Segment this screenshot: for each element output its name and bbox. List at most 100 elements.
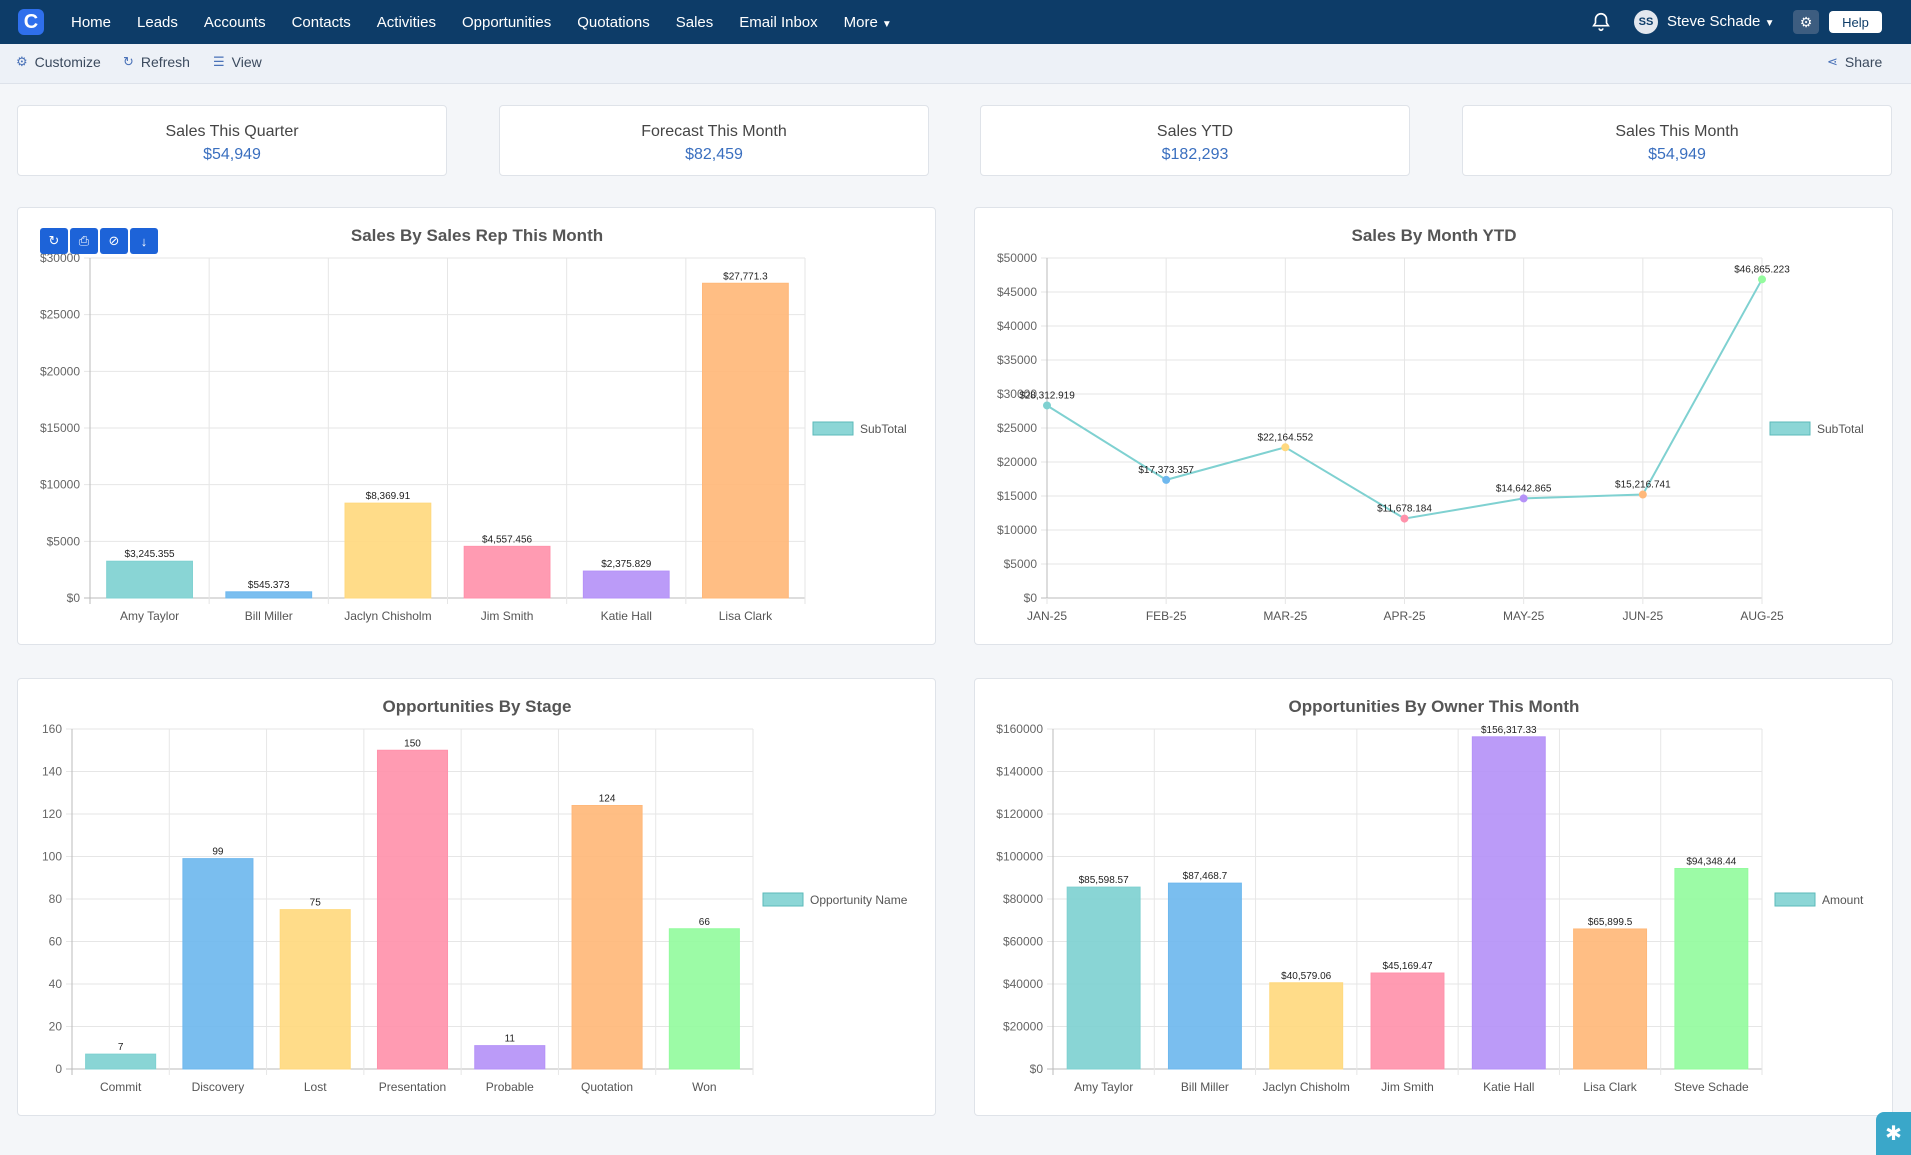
opportunities-by-owner-chart: Opportunities By Owner This Month $0 $2000… [996, 697, 1864, 1094]
nav-email-inbox[interactable]: Email Inbox [739, 13, 818, 31]
chart-print-button[interactable]: ⎙ [70, 228, 98, 254]
chart-download-button[interactable]: ↓ [130, 228, 158, 254]
y-tick-label: $10000 [997, 523, 1037, 537]
chart-hide-button[interactable]: ⊘ [100, 228, 128, 254]
x-tick-label: Amy Taylor [1074, 1080, 1133, 1094]
x-tick-label: Katie Hall [601, 609, 652, 623]
nav-sales[interactable]: Sales [675, 13, 714, 31]
data-point [1638, 490, 1647, 499]
x-tick-label: Lost [304, 1080, 327, 1094]
data-label: $17,373.357 [1138, 465, 1194, 476]
kpi-card-sales-this-month: Sales This Month $54,949 [1462, 105, 1892, 176]
refresh-button[interactable]: ↻ Refresh [123, 54, 190, 70]
data-label: 7 [118, 1042, 124, 1053]
y-tick-label: $30000 [40, 251, 80, 265]
view-button[interactable]: ☰ View [213, 54, 262, 70]
nav-contacts[interactable]: Contacts [291, 13, 351, 31]
help-button[interactable]: Help [1829, 11, 1882, 33]
nav-more-label: More [843, 13, 878, 31]
bar [376, 749, 449, 1070]
chat-widget-button[interactable]: ✱ [1876, 1112, 1911, 1155]
kpi-label: Sales This Quarter [165, 123, 299, 140]
settings-button[interactable]: ⚙ [1793, 10, 1819, 34]
chart-title: Opportunities By Owner This Month [1289, 697, 1580, 716]
bar [106, 560, 193, 599]
legend-label: SubTotal [1817, 422, 1864, 436]
sales-by-month-chart: Sales By Month YTD $0 $5000 $10000 $15000 $20… [997, 226, 1864, 623]
bar [1167, 882, 1242, 1070]
bar [1674, 868, 1749, 1070]
bar [702, 282, 789, 599]
nav-opportunities[interactable]: Opportunities [461, 13, 552, 31]
y-tick-label: 60 [49, 935, 63, 949]
kpi-card-sales-ytd: Sales YTD $182,293 [980, 105, 1410, 176]
y-tick-label: 100 [42, 850, 62, 864]
user-menu[interactable]: Steve Schade ▼ [1667, 13, 1774, 30]
x-tick-label: Amy Taylor [120, 609, 179, 623]
data-point [1162, 475, 1171, 484]
gear-icon: ⚙ [1799, 13, 1813, 30]
x-tick-label: Jim Smith [1381, 1080, 1434, 1094]
kpi-value: $82,459 [685, 146, 743, 163]
share-label: Share [1844, 54, 1883, 70]
x-tick-label: Bill Miller [1181, 1080, 1229, 1094]
chat-icon: ✱ [1885, 1123, 1902, 1145]
bar [1471, 736, 1546, 1070]
app-logo[interactable]: C [18, 9, 44, 35]
x-tick-label: Jaclyn Chisholm [344, 609, 431, 623]
bar [279, 909, 351, 1070]
y-tick-label: $40000 [1003, 977, 1043, 991]
share-button[interactable]: ⋖ Share [1827, 54, 1882, 70]
avatar[interactable]: SS [1634, 10, 1658, 34]
legend-label: Amount [1822, 893, 1864, 907]
chart-title: Sales By Sales Rep This Month [351, 226, 603, 245]
data-label: $27,771.3 [723, 271, 768, 282]
chart-refresh-button[interactable]: ↻ [40, 228, 68, 254]
bar [571, 805, 643, 1070]
chart-title: Opportunities By Stage [383, 697, 572, 716]
data-label: $156,317.33 [1481, 725, 1537, 736]
nav-leads[interactable]: Leads [137, 13, 178, 31]
customize-button[interactable]: ⚙ Customize [16, 54, 101, 70]
top-navbar: C Home Leads Accounts Contacts Activitie… [0, 0, 1911, 44]
legend-swatch [1769, 421, 1811, 436]
y-tick-label: $35000 [997, 353, 1037, 367]
chart-panel-sales-by-month: Sales By Month YTD $0 $5000 $10000 $15000 $20… [974, 207, 1893, 645]
x-tick-label: Won [692, 1080, 716, 1094]
refresh-label: Refresh [140, 54, 190, 70]
x-tick-label: Lisa Clark [719, 609, 773, 623]
chevron-down-icon: ▼ [881, 18, 892, 30]
data-label: $3,245.355 [125, 549, 175, 560]
chart-panel-opportunities-by-stage: Opportunities By Stage 0 20 40 60 80 100 120 140… [17, 678, 936, 1116]
bell-icon[interactable] [1590, 11, 1612, 33]
print-icon: ⎙ [78, 233, 90, 248]
bar [668, 928, 740, 1070]
refresh-icon: ↻ [123, 54, 134, 69]
bar [1573, 928, 1648, 1070]
y-tick-label: $140000 [996, 765, 1043, 779]
data-label: 150 [404, 738, 421, 749]
nav-quotations[interactable]: Quotations [577, 13, 650, 31]
y-tick-label: 40 [49, 977, 63, 991]
y-tick-label: $15000 [997, 489, 1037, 503]
data-label: $2,375.829 [601, 559, 651, 570]
download-icon: ↓ [140, 233, 148, 249]
x-tick-label: MAY-25 [1503, 609, 1545, 623]
data-label: 75 [310, 898, 322, 909]
data-label: $28,312.919 [1019, 390, 1075, 401]
opportunities-by-stage-chart: Opportunities By Stage 0 20 40 60 80 100 120 140… [42, 697, 908, 1094]
nav-home[interactable]: Home [71, 13, 112, 31]
data-point [1519, 494, 1528, 503]
data-label: $14,642.865 [1496, 483, 1552, 494]
y-tick-label: $40000 [997, 319, 1037, 333]
data-label: $11,678.184 [1377, 504, 1432, 515]
nav-activities[interactable]: Activities [376, 13, 436, 31]
data-label: 124 [599, 794, 616, 805]
kpi-label: Forecast This Month [641, 123, 787, 140]
y-tick-label: $20000 [1003, 1020, 1043, 1034]
kpi-value: $54,949 [203, 146, 261, 163]
nav-accounts[interactable]: Accounts [203, 13, 266, 31]
data-label: $87,468.7 [1183, 871, 1228, 882]
nav-more[interactable]: More ▼ [831, 14, 905, 31]
data-label: 11 [505, 1034, 516, 1045]
